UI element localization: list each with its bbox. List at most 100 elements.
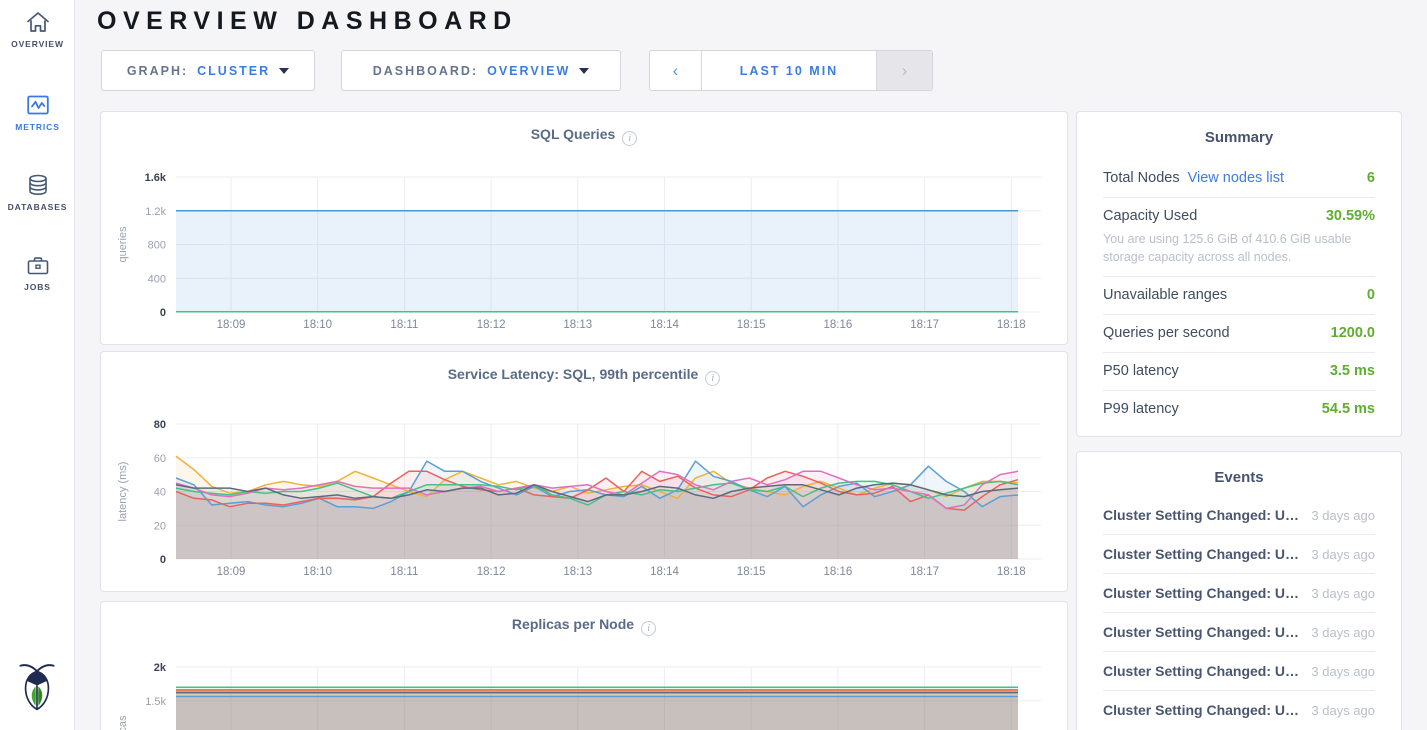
sql-queries-chart[interactable]: 18:09 18:10 18:11 18:12 18:13 18:14 18:15 18:16… [101,112,1067,344]
sidebar-item-label: DATABASES [7,202,68,212]
time-range-next-button[interactable]: › [877,51,932,90]
event-title: Cluster Setting Changed: U… [1103,585,1300,601]
svg-text:18:18: 18:18 [997,566,1026,578]
svg-text:replicas: replicas [117,715,129,730]
event-title: Cluster Setting Changed: U… [1103,546,1300,562]
graph-selector-label: GRAPH: [126,63,189,78]
svg-text:80: 80 [154,419,166,431]
svg-text:18:11: 18:11 [390,566,418,578]
p99-latency-value: 54.5 ms [1321,401,1375,418]
svg-text:18:11: 18:11 [390,319,418,331]
event-title: Cluster Setting Changed: U… [1103,507,1300,523]
sql-queries-chart-panel: 18:09 18:10 18:11 18:12 18:13 18:14 18:15 18:16… [100,111,1068,345]
svg-text:1.5k: 1.5k [145,696,166,708]
event-time: 3 days ago [1311,585,1375,601]
databases-icon [28,174,47,195]
svg-text:18:17: 18:17 [910,566,939,578]
svg-text:18:17: 18:17 [910,319,939,331]
service-latency-chart-panel: 18:09 18:10 18:11 18:12 18:13 18:14 18:15 18:16… [100,351,1068,592]
event-row: Cluster Setting Changed: U… 3 days ago [1103,613,1375,652]
summary-row-unavailable-ranges: Unavailable ranges 0 [1103,277,1375,316]
info-icon[interactable]: i [641,621,657,636]
svg-text:18:09: 18:09 [217,566,246,578]
p50-latency-label: P50 latency [1103,363,1179,380]
svg-text:1.2k: 1.2k [145,206,166,218]
sidebar-item-metrics[interactable]: METRICS [0,93,75,132]
dashboard-selector[interactable]: DASHBOARD: OVERVIEW [341,50,621,91]
summary-row-p50: P50 latency 3.5 ms [1103,353,1375,392]
time-range-selector: ‹ LAST 10 MIN › [649,50,933,91]
event-title: Cluster Setting Changed: U… [1103,663,1300,679]
summary-row-qps: Queries per second 1200.0 [1103,315,1375,354]
svg-text:400: 400 [148,273,166,285]
chart-title: Replicas per Node [511,616,635,632]
sidebar-item-overview[interactable]: OVERVIEW [0,10,75,49]
chart-title: SQL Queries [530,126,616,142]
qps-label: Queries per second [1103,325,1230,342]
summary-row-p99: P99 latency 54.5 ms [1103,391,1375,428]
dashboard-selector-value: OVERVIEW [487,63,571,78]
event-time: 3 days ago [1311,624,1375,640]
chart-title: Service Latency: SQL, 99th percentile [447,366,699,382]
event-row: Cluster Setting Changed: U… 3 days ago [1103,652,1375,691]
event-row: Cluster Setting Changed: U… 3 days ago [1103,535,1375,574]
event-row: Cluster Setting Changed: U… 3 days ago [1103,574,1375,613]
events-panel: Events Cluster Setting Changed: U… 3 days… [1076,451,1402,730]
event-row: Cluster Setting Changed: U… 3 days ago [1103,691,1375,729]
svg-text:0: 0 [160,307,166,319]
event-title: Cluster Setting Changed: U… [1103,624,1300,640]
chevron-down-icon [279,68,290,74]
sidebar-item-label: METRICS [15,122,60,132]
capacity-caption: You are using 125.6 GiB of 410.6 GiB usa… [1103,232,1352,265]
svg-text:18:15: 18:15 [737,319,766,331]
capacity-used-value: 30.59% [1325,208,1375,224]
svg-text:18:14: 18:14 [650,566,679,578]
sidebar-item-label: OVERVIEW [11,39,64,49]
total-nodes-label: Total Nodes [1103,170,1180,186]
total-nodes-value: 6 [1366,170,1375,186]
metrics-icon [26,95,49,115]
p50-latency-value: 3.5 ms [1329,363,1375,380]
svg-text:18:15: 18:15 [737,566,766,578]
page-title: OVERVIEW DASHBOARD [97,7,518,35]
summary-title: Summary [1204,129,1274,146]
view-nodes-list-link[interactable]: View nodes list [1187,170,1285,186]
replicas-per-node-chart-panel: 18:0918:1018:1118:1218:1318:1418:1518:16… [100,601,1068,730]
event-row: Cluster Setting Changed: U… 3 days ago [1103,496,1375,535]
svg-text:0: 0 [160,554,166,566]
svg-text:queries: queries [117,226,129,263]
svg-text:800: 800 [148,240,166,252]
event-time: 3 days ago [1311,546,1375,562]
service-latency-chart[interactable]: 18:09 18:10 18:11 18:12 18:13 18:14 18:15 18:16… [101,352,1067,591]
svg-text:18:09: 18:09 [217,319,246,331]
event-time: 3 days ago [1311,663,1375,679]
replicas-per-node-chart[interactable]: 18:0918:1018:1118:1218:1318:1418:1518:16… [101,602,1067,730]
graph-selector-value: CLUSTER [197,63,271,78]
summary-row-capacity: Capacity Used 30.59% [1103,198,1375,235]
svg-text:18:12: 18:12 [477,319,506,331]
svg-text:1.6k: 1.6k [145,172,167,184]
svg-text:60: 60 [154,453,166,465]
events-title: Events [1214,469,1264,486]
event-time: 3 days ago [1311,507,1375,523]
unavailable-ranges-value: 0 [1366,287,1375,304]
sidebar: OVERVIEW METRICS DATABASES JOBS [0,0,75,730]
events-list: Cluster Setting Changed: U… 3 days ago Clu… [1103,496,1375,729]
time-range-label[interactable]: LAST 10 MIN [701,51,877,90]
info-icon[interactable]: i [705,371,721,386]
qps-value: 1200.0 [1330,325,1375,342]
home-icon [26,12,49,32]
unavailable-ranges-label: Unavailable ranges [1103,287,1228,304]
dashboard-selector-label: DASHBOARD: [372,63,479,78]
graph-selector[interactable]: GRAPH: CLUSTER [101,50,315,91]
sidebar-item-databases[interactable]: DATABASES [0,173,75,212]
time-range-prev-button[interactable]: ‹ [650,51,701,90]
svg-text:18:18: 18:18 [997,319,1026,331]
info-icon[interactable]: i [622,131,638,146]
svg-text:18:10: 18:10 [303,319,332,331]
sidebar-item-jobs[interactable]: JOBS [0,253,75,292]
p99-latency-label: P99 latency [1103,401,1179,418]
svg-text:20: 20 [154,520,166,532]
capacity-used-label: Capacity Used [1103,208,1198,224]
svg-text:2k: 2k [154,662,167,674]
